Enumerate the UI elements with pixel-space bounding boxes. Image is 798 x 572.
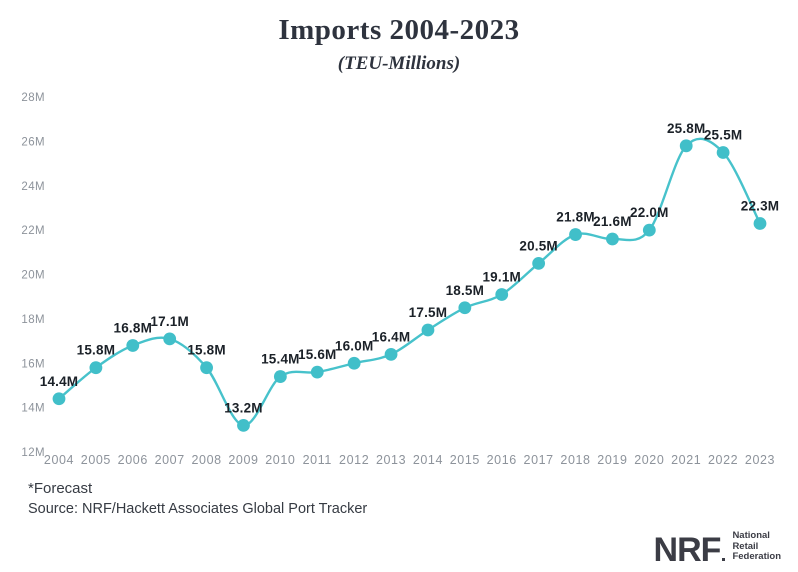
data-point [569, 228, 582, 241]
x-tick-label: 2015 [450, 453, 480, 467]
data-point [237, 418, 250, 432]
data-point [126, 339, 140, 352]
logo-line-retail: Retail [732, 540, 759, 552]
y-tick-label: 16M [21, 358, 45, 370]
data-point [458, 301, 472, 315]
data-point [89, 361, 103, 375]
x-tick-label: 2023 [745, 453, 775, 467]
y-tick-label: 14M [21, 403, 45, 415]
data-point [753, 217, 767, 230]
x-tick-label: 2010 [265, 453, 295, 467]
x-tick-label: 2005 [81, 453, 111, 467]
data-point [347, 356, 361, 370]
x-tick-label: 2012 [339, 453, 369, 467]
data-point-label: 16.4M [372, 329, 411, 344]
data-point-label: 25.8M [667, 121, 706, 136]
chart-title: Imports 2004-2023 [278, 14, 520, 46]
x-tick-label: 2009 [228, 453, 258, 467]
x-tick-label: 2022 [708, 453, 738, 467]
x-tick-label: 2004 [44, 453, 74, 467]
nrf-logo: NRF National Retail Federation [654, 530, 781, 567]
chart-subtitle: (TEU-Millions) [337, 53, 461, 74]
logo-line-national: National [732, 530, 770, 542]
data-point [532, 257, 546, 270]
data-point-label: 14.4M [40, 374, 79, 389]
nrf-logo-fullname: National Retail Federation [732, 530, 781, 564]
y-tick-label: 24M [21, 181, 45, 193]
y-tick-label: 28M [21, 92, 45, 104]
x-tick-label: 2018 [560, 453, 590, 467]
data-point [642, 223, 656, 237]
x-tick-label: 2017 [524, 453, 554, 467]
data-point [200, 361, 213, 375]
chart-footer: *Forecast Source: NRF/Hackett Associates… [28, 480, 367, 517]
x-tick-label: 2008 [191, 453, 221, 467]
y-tick-label: 20M [21, 270, 45, 282]
data-point [52, 392, 66, 406]
data-point-label: 17.5M [409, 305, 448, 320]
y-tick-label: 22M [21, 225, 45, 237]
logo-period-mark [722, 557, 726, 561]
data-point-label: 20.5M [519, 238, 558, 253]
data-point-label: 13.2M [224, 400, 263, 415]
y-tick-label: 18M [21, 314, 45, 326]
data-point [384, 347, 398, 361]
data-point-label: 15.8M [187, 343, 226, 358]
nrf-logo-abbr: NRF [654, 533, 726, 567]
data-point [310, 365, 324, 379]
x-tick-label: 2019 [597, 453, 627, 467]
data-point-label: 15.4M [261, 352, 300, 367]
series-line [57, 137, 762, 427]
x-tick-label: 2016 [487, 453, 517, 467]
data-point [495, 288, 509, 301]
y-tick-label: 26M [21, 136, 45, 148]
data-point [273, 370, 287, 383]
x-tick-label: 2014 [413, 453, 443, 467]
data-point-label: 18.5M [446, 283, 485, 298]
data-point-label: 17.1M [150, 314, 189, 329]
data-point-label: 25.5M [704, 127, 743, 142]
data-point [421, 323, 435, 337]
data-point-label: 22.0M [630, 205, 669, 220]
data-point [679, 139, 693, 153]
data-point-label: 16.0M [335, 338, 374, 353]
data-point-label: 21.8M [556, 210, 595, 225]
logo-line-federation: Federation [732, 551, 781, 563]
data-point-label: 22.3M [741, 198, 780, 213]
data-point-label: 21.6M [593, 214, 632, 229]
x-tick-label: 2021 [671, 453, 701, 467]
data-point-label: 15.8M [77, 343, 116, 358]
forecast-note: *Forecast [28, 480, 93, 497]
source-note: Source: NRF/Hackett Associates Global Po… [28, 501, 368, 517]
x-tick-label: 2013 [376, 453, 406, 467]
y-tick-label: 12M [21, 447, 45, 459]
data-point-label: 15.6M [298, 347, 337, 362]
data-point-label: 16.8M [114, 321, 153, 336]
data-point [716, 146, 730, 159]
x-tick-label: 2011 [303, 453, 332, 467]
data-point [606, 232, 619, 246]
x-tick-label: 2007 [155, 453, 185, 467]
x-tick-label: 2020 [634, 453, 664, 467]
data-point-label: 19.1M [482, 269, 521, 284]
data-point [163, 332, 177, 346]
x-tick-label: 2006 [118, 453, 148, 467]
